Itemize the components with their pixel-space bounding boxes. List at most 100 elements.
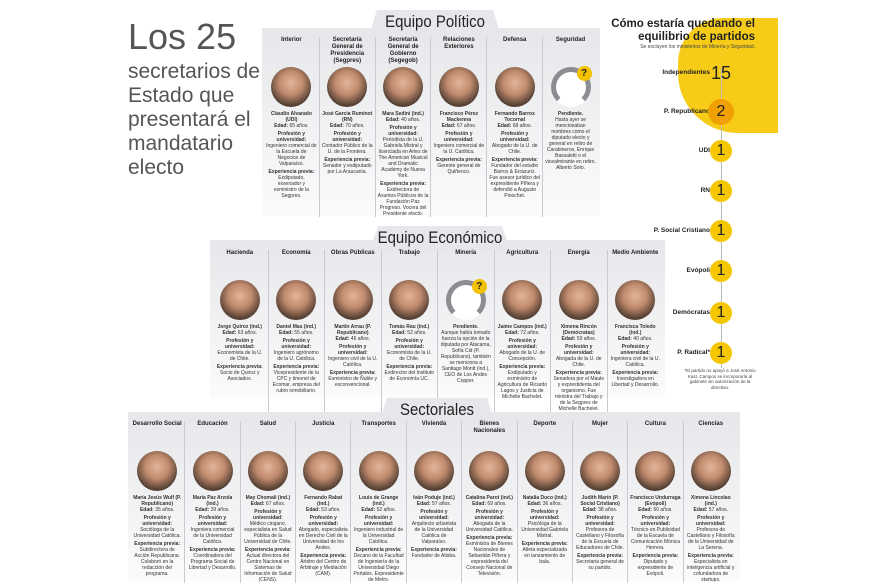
- party-count: 1: [710, 342, 732, 364]
- profession-label: Profesión y universidad:: [363, 515, 394, 527]
- person-name: Jorge Quiroz (ind.): [217, 324, 262, 330]
- age-line: Edad: 68 años.: [497, 123, 532, 129]
- card-details: Ximena Lincolao (ind.) Edad: 57 años. Prof…: [686, 495, 736, 583]
- age-line: Edad: 55 años.: [279, 330, 314, 336]
- ministry-title: Mujer: [592, 421, 609, 427]
- portrait-photo: [358, 451, 399, 491]
- age-line: Edad: 40 años.: [618, 336, 653, 342]
- profession-label: Profesión y universidad:: [388, 125, 418, 137]
- age-line: Edad: 67 años.: [441, 123, 477, 129]
- age-label: Edad:: [361, 507, 376, 513]
- profession-label: Profesión y universidad:: [281, 338, 312, 350]
- portrait-photo: [247, 451, 288, 491]
- profession-label: Profesión y universidad:: [253, 509, 283, 521]
- cabinet-card: Interior Claudio Alvarado (UDI) Edad: 65 a…: [264, 37, 319, 217]
- portrait-photo: [332, 280, 373, 320]
- profession-label: Profesión y universidad:: [308, 515, 339, 527]
- portrait-photo: [303, 451, 344, 491]
- party-name: Independientes: [662, 69, 710, 76]
- experience-label: Experiencia previa:: [435, 157, 482, 163]
- ministry-title: Salud: [259, 421, 277, 427]
- cabinet-card: Energía Ximena Rincón (Demócratas) Edad: 5…: [550, 250, 607, 412]
- party-row: UDI 1: [610, 140, 760, 162]
- portrait-photo: [413, 451, 454, 491]
- cabinet-card: Obras Públicas Martín Arrau (P. Republica…: [324, 250, 381, 412]
- card-details: Fernando Barros Tocornal Edad: 68 años. Pr…: [489, 111, 540, 199]
- profession-label: Profesión y universidad:: [276, 131, 307, 143]
- portrait-photo: [276, 280, 317, 320]
- ministry-title: Agricultura: [506, 250, 539, 256]
- experience-text: Exdirectora de Asuntos Públicos de la Fu…: [377, 187, 429, 217]
- experience-text: Fundador del estudio Barros & Errázuriz.…: [489, 163, 541, 199]
- infographic-title: Los 25 secretarios de Estado que present…: [128, 18, 288, 180]
- person-name: Iván Poduje (ind.): [413, 495, 455, 501]
- experience-label: Experiencia previa:: [612, 370, 659, 376]
- experience-label: Experiencia previa:: [491, 157, 538, 163]
- age-line: Edad: 59 años.: [561, 336, 596, 342]
- ministry-title: Medio Ambiente: [612, 250, 659, 256]
- experience-label: Experiencia previa:: [355, 547, 402, 553]
- experience-label: Experiencia previa:: [329, 370, 376, 376]
- profession-text: Economista de la U. de Chile.: [386, 350, 432, 362]
- cabinet-card: Bienes Nacionales Catalina Parot (ind.) Ed…: [461, 421, 516, 583]
- profession-label: Profesión y universidad:: [337, 344, 368, 356]
- person-name: Louis de Grange (ind.): [358, 495, 399, 507]
- pending-note: Hasta ayer se mencionaban nombres como e…: [545, 117, 596, 171]
- ministry-title: Ciencias: [698, 421, 724, 427]
- age-line: Edad: 63 años.: [222, 330, 257, 336]
- party-axis-line: [721, 68, 722, 368]
- experience-text: Diputado y expresidente de Evópoli.: [637, 559, 674, 577]
- ministry-title: Secretaría General de Gobierno (Segegob): [387, 37, 419, 64]
- experience-label: Experiencia previa:: [499, 364, 546, 370]
- age-line: Edad: 57 años.: [693, 507, 728, 513]
- profession-label: Profesión y universidad:: [142, 515, 173, 527]
- person-name: Judith Marín (P. Social Cristiano): [580, 495, 620, 507]
- person-name: María Jesús Wulf (P. Republicano): [133, 495, 182, 507]
- cabinet-card: Defensa Fernando Barros Tocornal Edad: 68 …: [486, 37, 542, 217]
- experience-text: Exministra de Bienes Nacionales de Sebas…: [465, 541, 513, 577]
- cabinet-card: Vivienda Iván Poduje (ind.) Edad: 57 años.…: [405, 421, 461, 583]
- card-details: Jorge Quiroz (ind.) Edad: 63 años. Profesi…: [214, 324, 266, 382]
- age-label: Edad:: [392, 330, 406, 336]
- party-footnote: *El partido no apoyó a José Antonio Kast…: [684, 368, 756, 390]
- profession-text: Psicóloga de la Universidad Gabriela Mis…: [521, 521, 569, 539]
- experience-label: Experiencia previa:: [189, 547, 236, 553]
- card-details: Francisca Toledo (ind.) Edad: 40 años. Pro…: [610, 324, 662, 388]
- cabinet-card: Salud May Chomali (ind.) Edad: 67 años. Pro…: [239, 421, 295, 583]
- card-details: Natalia Duco (ind.) Edad: 36 años. Profesi…: [520, 495, 570, 565]
- age-line: Edad: 72 años.: [505, 330, 540, 336]
- profession-label: Profesión y universidad:: [224, 338, 255, 350]
- person-name: Fernando Rabat (ind.): [304, 495, 343, 507]
- experience-text: Investigadora en Libertad y Desarrollo.: [611, 376, 660, 388]
- profession-text: Médico cirujano, especialista en Salud P…: [244, 521, 292, 545]
- person-name: Daniel Mas (ind.): [276, 324, 317, 330]
- age-line: Edad: 65 años.: [274, 123, 309, 129]
- profession-label: Profesión y universidad:: [620, 344, 651, 356]
- cabinet-card: Desarrollo Social María Jesús Wulf (P. Re…: [130, 421, 184, 583]
- cabinet-card: Seguridad? Pendiente. Hasta ayer se mencio…: [542, 37, 598, 217]
- card-details: Francisco Undurraga (Evópoli) Edad: 60 añ…: [630, 495, 680, 577]
- party-chart-title: Cómo estaría quedando el equilibrio de p…: [611, 18, 755, 43]
- cabinet-card: Justicia Fernando Rabat (ind.) Edad: 53 añ…: [295, 421, 350, 583]
- pending-note: Aunque había tomado fuerza la opción de …: [440, 330, 491, 384]
- ministry-title: Educación: [197, 421, 228, 427]
- age-line: Edad: 52 años.: [361, 507, 396, 513]
- profession-text: Abogado de la U. de Concepción.: [499, 350, 546, 362]
- party-name: P. Republicano: [663, 108, 710, 115]
- experience-label: Experiencia previa:: [134, 541, 181, 547]
- card-details: María Paz Arzola (ind.) Edad: 39 años. Pro…: [187, 495, 237, 571]
- card-details: Jaime Campos (ind.) Edad: 72 años. Profesi…: [497, 324, 549, 400]
- cabinet-card: Ciencias Ximena Lincolao (ind.) Edad: 57 a…: [682, 421, 738, 583]
- age-label: Edad:: [330, 123, 344, 129]
- age-label: Edad:: [472, 501, 486, 507]
- person-name: Claudio Alvarado (UDI): [270, 111, 312, 123]
- sectoriales-heading: Sectoriales: [379, 398, 495, 422]
- card-details: Daniel Mas (ind.) Edad: 55 años. Profesión…: [271, 324, 323, 394]
- cabinet-card: Agricultura Jaime Campos (ind.) Edad: 72 a…: [493, 250, 551, 412]
- age-line: Edad: 52 años.: [392, 330, 427, 336]
- person-name: Francisco Undurraga (Evópoli): [630, 495, 681, 507]
- ministry-title: Obras Públicas: [330, 250, 375, 256]
- profession-text: Técnico en Publicidad de la Escuela de C…: [630, 527, 681, 551]
- experience-text: Secretaria general de su partido.: [576, 559, 624, 571]
- person-name: José García Ruminot (RN): [322, 111, 373, 123]
